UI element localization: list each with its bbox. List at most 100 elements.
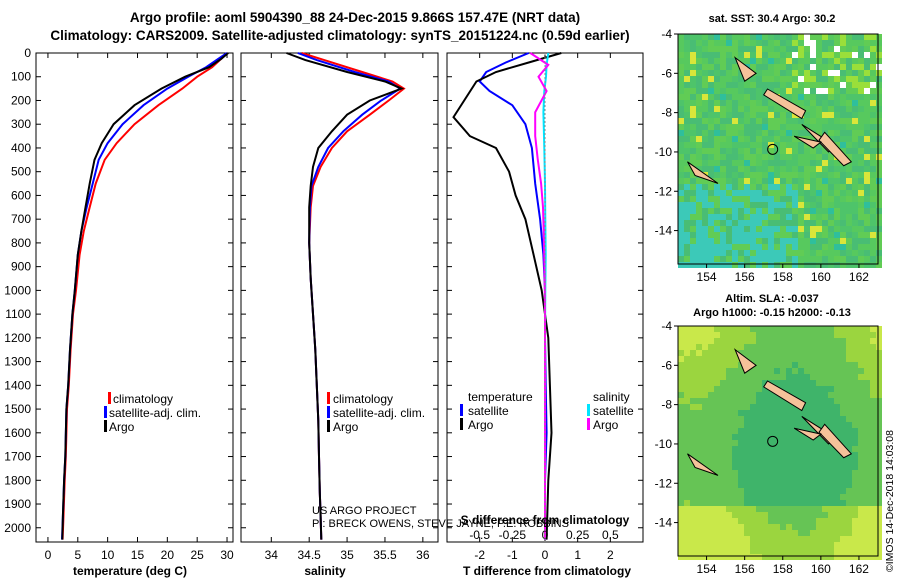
sla-cell — [876, 506, 882, 512]
island-shape — [687, 161, 719, 184]
sst-cell — [834, 190, 840, 196]
sla-cell — [726, 362, 732, 368]
sla-cell — [786, 440, 792, 446]
sst-cell — [768, 58, 774, 64]
sst-cell — [768, 214, 774, 220]
sst-cell — [810, 196, 816, 202]
sla-cell — [726, 392, 732, 398]
sla-cell — [804, 518, 810, 524]
sla-cell — [858, 422, 864, 428]
sst-cell — [696, 100, 702, 106]
sla-cell — [756, 410, 762, 416]
sla-cell — [726, 374, 732, 380]
sla-cell — [828, 392, 834, 398]
sst-cell — [822, 82, 828, 88]
sla-cell — [822, 500, 828, 506]
sla-cell — [702, 380, 708, 386]
sst-cell — [804, 196, 810, 202]
sla-cell — [810, 494, 816, 500]
sla-cell — [702, 476, 708, 482]
sst-cell — [780, 172, 786, 178]
sst-cell — [864, 88, 870, 94]
sla-cell — [732, 362, 738, 368]
sla-cell — [864, 326, 870, 332]
sst-cell — [708, 208, 714, 214]
sla-cell — [852, 524, 858, 530]
sst-cell — [762, 148, 768, 154]
sla-cell — [798, 440, 804, 446]
sla-cell — [822, 344, 828, 350]
sla-cell — [696, 338, 702, 344]
sst-cell — [864, 142, 870, 148]
sla-cell — [774, 374, 780, 380]
sst-cell — [762, 76, 768, 82]
sst-cell — [822, 118, 828, 124]
sla-cell — [798, 476, 804, 482]
sst-cell — [720, 82, 726, 88]
sla-cell — [876, 404, 882, 410]
sst-cell — [828, 202, 834, 208]
sst-cell — [834, 214, 840, 220]
sla-cell — [702, 446, 708, 452]
sst-cell — [798, 76, 804, 82]
sla-cell — [744, 446, 750, 452]
sla-cell — [840, 476, 846, 482]
sst-cell — [804, 58, 810, 64]
sla-cell — [756, 536, 762, 542]
sst-cell — [828, 82, 834, 88]
sla-cell — [720, 344, 726, 350]
sst-cell — [858, 112, 864, 118]
sst-cell — [792, 220, 798, 226]
sst-cell — [810, 52, 816, 58]
sst-cell — [678, 184, 684, 190]
sla-cell — [690, 440, 696, 446]
sst-cell — [714, 52, 720, 58]
sst-cell — [822, 190, 828, 196]
sla-cell — [816, 494, 822, 500]
sst-cell — [846, 178, 852, 184]
sst-cell — [792, 214, 798, 220]
sla-cell — [744, 392, 750, 398]
difference-xtick-label: -2 — [474, 548, 485, 562]
sst-cell — [750, 184, 756, 190]
sla-cell — [702, 518, 708, 524]
sla-cell — [720, 518, 726, 524]
sla-cell — [840, 392, 846, 398]
sla-cell — [834, 554, 840, 560]
sla-cell — [798, 524, 804, 530]
sst-cell — [696, 190, 702, 196]
sst-cell — [732, 202, 738, 208]
sst-cell — [720, 76, 726, 82]
sla-cell — [858, 440, 864, 446]
sla-cell — [834, 500, 840, 506]
sla-cell — [726, 554, 732, 560]
sla-cell — [720, 458, 726, 464]
sla-cell — [732, 416, 738, 422]
sla-cell — [756, 416, 762, 422]
sla-cell — [762, 398, 768, 404]
sst-cell — [786, 34, 792, 40]
sla-cell — [798, 368, 804, 374]
sla-cell — [774, 536, 780, 542]
sla-cell — [684, 434, 690, 440]
sla-cell — [714, 548, 720, 554]
sla-cell — [684, 470, 690, 476]
sla-cell — [816, 506, 822, 512]
sla-cell — [762, 422, 768, 428]
sla-cell — [690, 344, 696, 350]
depth-tick-label: 700 — [11, 212, 31, 226]
sla-cell — [834, 350, 840, 356]
sst-cell — [804, 178, 810, 184]
sla-cell — [810, 458, 816, 464]
sst-cell — [792, 256, 798, 262]
sst-cell — [870, 76, 876, 82]
sla-cell — [822, 386, 828, 392]
sst-cell — [852, 52, 858, 58]
sst-cell — [696, 232, 702, 238]
sla-cell — [792, 458, 798, 464]
sst-cell — [690, 52, 696, 58]
sla-cell — [684, 488, 690, 494]
sst-cell — [732, 262, 738, 268]
sla-cell — [864, 452, 870, 458]
sla-cell — [678, 440, 684, 446]
